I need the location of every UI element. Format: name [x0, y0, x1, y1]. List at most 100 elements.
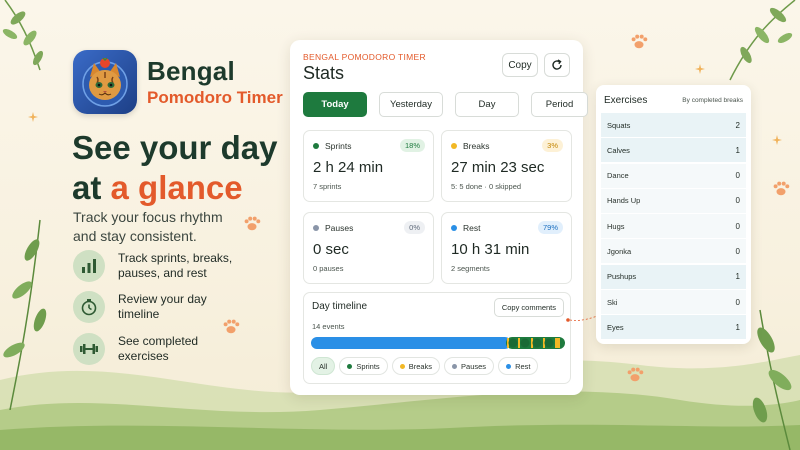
legend-label: Breaks	[408, 361, 433, 371]
exercise-row[interactable]: Hands Up 0	[601, 188, 746, 213]
legend-filter-rest[interactable]: Rest	[498, 357, 539, 375]
exercise-row[interactable]: Jgonka 0	[601, 239, 746, 264]
stat-label: Rest	[463, 223, 481, 233]
pauses-dot	[313, 225, 319, 231]
tab-yesterday[interactable]: Yesterday	[379, 92, 443, 117]
leaf-decoration-top-left	[2, 0, 44, 71]
stat-subtext: 2 segments	[451, 264, 490, 273]
stat-value: 10 h 31 min	[451, 241, 530, 258]
timeline-event-count: 14 events	[312, 322, 345, 331]
feature-label: Track sprints, breaks, pauses, and rest	[118, 251, 233, 280]
stat-subtext: 0 pauses	[313, 264, 344, 273]
stat-card-sprints: Sprints 18% 2 h 24 min 7 sprints	[303, 130, 434, 202]
exercise-name: Ski	[607, 297, 618, 307]
stat-label: Sprints	[325, 141, 352, 151]
exercise-row[interactable]: Hugs 0	[601, 214, 746, 239]
legend-dot	[506, 363, 512, 369]
copy-comments-button[interactable]: Copy comments	[493, 298, 564, 317]
refresh-icon	[552, 59, 562, 70]
percent-badge: 0%	[404, 221, 425, 234]
legend-label: Rest	[515, 361, 531, 371]
legend-dot	[347, 363, 353, 369]
feature-item-timeline: Review your day timeline	[73, 291, 238, 323]
legend-label: Pauses	[461, 361, 487, 371]
exercise-count: 2	[735, 120, 740, 130]
exercise-name: Calves	[607, 145, 630, 155]
hero-title-line1: See your day	[72, 129, 278, 166]
hero-title: See your day at a glance	[72, 128, 312, 208]
hero-title-line2: at	[72, 169, 111, 206]
exercise-name: Pushups	[607, 272, 637, 282]
stat-subtext: 7 sprints	[313, 182, 342, 191]
legend-label: All	[319, 361, 328, 371]
percent-badge: 79%	[537, 221, 563, 234]
percent-badge: 3%	[542, 139, 563, 152]
brand-name: Bengal	[147, 56, 235, 86]
timeline-bar[interactable]	[311, 337, 565, 349]
exercise-name: Squats	[607, 120, 631, 130]
exercise-row[interactable]: Calves 1	[601, 138, 746, 163]
day-timeline-panel: Day timeline Copy comments 14 events All…	[303, 292, 571, 384]
exercise-row[interactable]: Squats 2	[601, 113, 746, 137]
stats-card: BENGAL POMODORO TIMER Stats Copy Today Y…	[290, 40, 588, 395]
legend-dot	[452, 363, 458, 369]
legend-filter-sprints[interactable]: Sprints	[339, 357, 388, 375]
exercises-title: Exercises	[604, 95, 648, 106]
exercise-name: Hands Up	[607, 196, 641, 206]
bengal-cat-icon	[82, 57, 128, 107]
exercise-name: Dance	[607, 171, 629, 181]
paw-print-icon	[631, 34, 648, 49]
exercise-count: 0	[735, 221, 740, 231]
exercise-count: 1	[735, 272, 740, 282]
feature-label: Review your day timeline	[118, 292, 207, 321]
exercise-row[interactable]: Ski 0	[601, 290, 746, 315]
copy-button[interactable]: Copy	[502, 53, 538, 77]
stat-card-pauses: Pauses 0% 0 sec 0 pauses	[303, 212, 434, 284]
tab-period[interactable]: Period	[531, 92, 588, 117]
exercise-name: Jgonka	[607, 246, 632, 256]
exercises-sort-label[interactable]: By completed breaks	[682, 97, 743, 104]
exercises-list: Squats 2 Calves 1 Dance 0 Hands Up 0 Hugs 0 J…	[601, 113, 746, 341]
app-logo	[73, 50, 137, 114]
stats-card-brand: BENGAL POMODORO TIMER	[303, 52, 426, 62]
hero-title-accent: a glance	[110, 169, 243, 206]
hero-description: Track your focus rhythm and stay consist…	[73, 209, 223, 244]
exercise-count: 0	[735, 297, 740, 307]
period-tabs: Today Yesterday Day Period	[303, 92, 588, 117]
paw-print-icon	[223, 319, 240, 334]
exercise-row[interactable]: Eyes 1	[601, 315, 746, 340]
exercise-count: 0	[735, 246, 740, 256]
brand-subtitle: Pomodoro Timer	[147, 88, 283, 107]
feature-item-tracking: Track sprints, breaks, pauses, and rest	[73, 250, 238, 282]
breaks-dot	[451, 143, 457, 149]
legend-filter-pauses[interactable]: Pauses	[444, 357, 495, 375]
feature-item-exercises: See completed exercises	[73, 333, 238, 365]
legend-filter-breaks[interactable]: Breaks	[391, 357, 441, 375]
background-hills	[0, 355, 800, 450]
paw-print-icon	[627, 367, 644, 382]
refresh-button[interactable]	[544, 53, 570, 77]
dumbbell-icon	[73, 333, 105, 365]
exercise-count: 0	[735, 196, 740, 206]
leaf-decoration-right	[752, 309, 792, 450]
exercise-row[interactable]: Dance 0	[601, 163, 746, 188]
exercise-name: Hugs	[607, 221, 625, 231]
timeline-title: Day timeline	[312, 301, 368, 312]
sparkle-icon	[772, 135, 782, 145]
exercise-count: 0	[735, 171, 740, 181]
rest-dot	[451, 225, 457, 231]
legend-filter-all[interactable]: All	[311, 357, 336, 375]
tab-today[interactable]: Today	[303, 92, 367, 117]
stats-card-title: Stats	[303, 63, 345, 83]
stopwatch-icon	[73, 291, 105, 323]
exercise-row[interactable]: Pushups 1	[601, 264, 746, 289]
leaf-decoration-top-right	[729, 0, 796, 81]
tab-day[interactable]: Day	[455, 92, 519, 117]
exercise-count: 1	[735, 145, 740, 155]
sparkle-icon	[28, 112, 38, 122]
paw-print-icon	[244, 216, 261, 231]
legend-dot	[399, 363, 405, 369]
feature-label: See completed exercises	[118, 334, 199, 363]
sparkle-icon	[695, 64, 705, 74]
legend-label: Sprints	[356, 361, 380, 371]
